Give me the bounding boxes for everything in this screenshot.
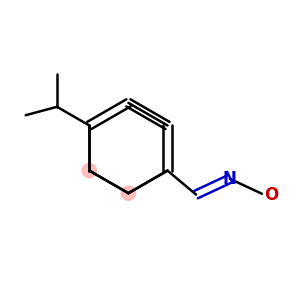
Text: N: N bbox=[223, 170, 237, 188]
Text: O: O bbox=[265, 186, 279, 204]
Circle shape bbox=[82, 164, 96, 178]
Circle shape bbox=[121, 186, 136, 200]
